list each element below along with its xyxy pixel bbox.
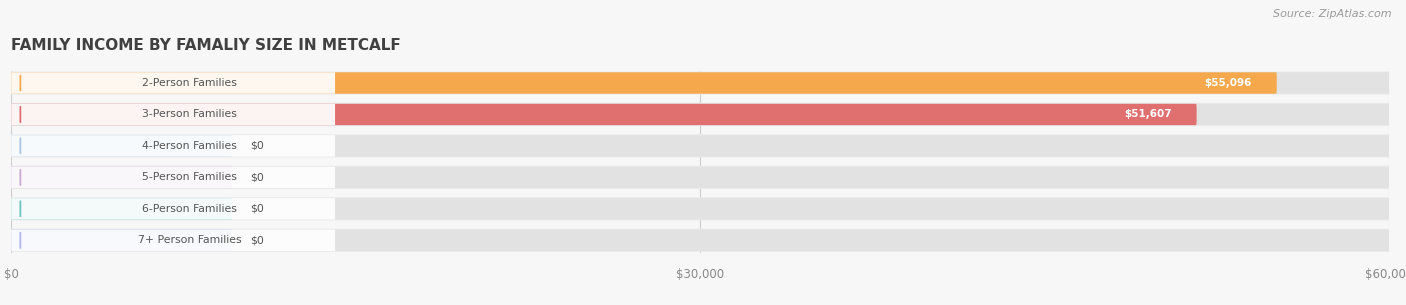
Text: $55,096: $55,096: [1205, 78, 1251, 88]
Text: $0: $0: [250, 141, 264, 151]
FancyBboxPatch shape: [11, 104, 1389, 125]
FancyBboxPatch shape: [11, 72, 335, 94]
Text: FAMILY INCOME BY FAMALIY SIZE IN METCALF: FAMILY INCOME BY FAMALIY SIZE IN METCALF: [11, 38, 401, 53]
FancyBboxPatch shape: [11, 230, 335, 251]
FancyBboxPatch shape: [11, 135, 1389, 157]
Text: 6-Person Families: 6-Person Families: [142, 204, 236, 214]
FancyBboxPatch shape: [11, 104, 1197, 125]
FancyBboxPatch shape: [11, 104, 335, 125]
FancyBboxPatch shape: [11, 71, 1389, 95]
FancyBboxPatch shape: [11, 135, 232, 157]
FancyBboxPatch shape: [11, 167, 335, 188]
Text: 2-Person Families: 2-Person Families: [142, 78, 236, 88]
FancyBboxPatch shape: [11, 72, 1389, 94]
Text: 4-Person Families: 4-Person Families: [142, 141, 236, 151]
FancyBboxPatch shape: [11, 135, 335, 157]
FancyBboxPatch shape: [11, 230, 232, 251]
FancyBboxPatch shape: [11, 230, 1389, 251]
Text: 5-Person Families: 5-Person Families: [142, 172, 236, 182]
FancyBboxPatch shape: [11, 198, 232, 220]
Text: $0: $0: [250, 235, 264, 245]
FancyBboxPatch shape: [11, 229, 1389, 252]
FancyBboxPatch shape: [11, 198, 335, 220]
FancyBboxPatch shape: [1099, 107, 1197, 122]
FancyBboxPatch shape: [11, 167, 232, 188]
FancyBboxPatch shape: [11, 134, 1389, 158]
FancyBboxPatch shape: [11, 197, 1389, 221]
FancyBboxPatch shape: [11, 166, 1389, 189]
Text: $0: $0: [250, 172, 264, 182]
FancyBboxPatch shape: [11, 72, 1277, 94]
FancyBboxPatch shape: [11, 198, 1389, 220]
FancyBboxPatch shape: [11, 167, 1389, 188]
Text: Source: ZipAtlas.com: Source: ZipAtlas.com: [1274, 9, 1392, 19]
Text: 3-Person Families: 3-Person Families: [142, 109, 236, 120]
FancyBboxPatch shape: [1180, 75, 1277, 91]
Text: 7+ Person Families: 7+ Person Families: [138, 235, 242, 245]
Text: $0: $0: [250, 204, 264, 214]
FancyBboxPatch shape: [11, 103, 1389, 126]
Text: $51,607: $51,607: [1125, 109, 1173, 120]
